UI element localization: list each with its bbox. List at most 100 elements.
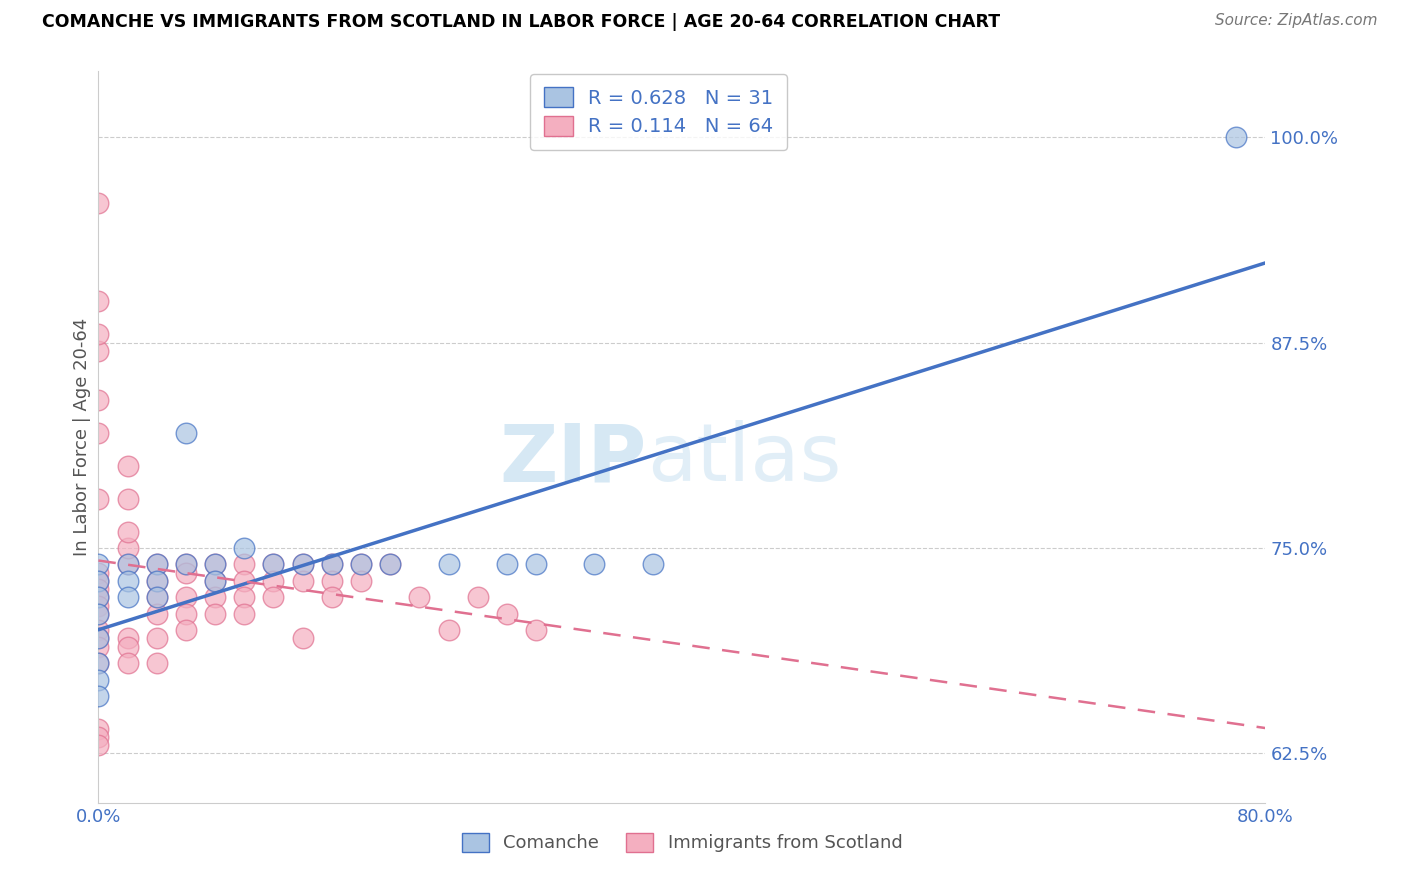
Point bbox=[117, 541, 139, 555]
Legend: Comanche, Immigrants from Scotland: Comanche, Immigrants from Scotland bbox=[454, 826, 910, 860]
Point bbox=[87, 632, 110, 646]
Point bbox=[1225, 130, 1247, 145]
Point bbox=[641, 558, 664, 572]
Point bbox=[87, 656, 110, 670]
Point bbox=[146, 558, 169, 572]
Point bbox=[117, 632, 139, 646]
Point bbox=[524, 624, 547, 638]
Point bbox=[321, 558, 343, 572]
Text: COMANCHE VS IMMIGRANTS FROM SCOTLAND IN LABOR FORCE | AGE 20-64 CORRELATION CHAR: COMANCHE VS IMMIGRANTS FROM SCOTLAND IN … bbox=[42, 13, 1000, 31]
Point bbox=[87, 574, 110, 588]
Point bbox=[87, 624, 110, 638]
Point bbox=[146, 607, 169, 621]
Point bbox=[87, 599, 110, 613]
Point bbox=[87, 640, 110, 654]
Point bbox=[321, 591, 343, 605]
Point bbox=[87, 689, 110, 703]
Point bbox=[174, 558, 197, 572]
Point bbox=[291, 632, 314, 646]
Text: atlas: atlas bbox=[647, 420, 841, 498]
Point bbox=[87, 632, 110, 646]
Point bbox=[87, 739, 110, 753]
Point bbox=[262, 558, 284, 572]
Point bbox=[117, 524, 139, 539]
Point bbox=[87, 327, 110, 342]
Point bbox=[291, 558, 314, 572]
Point bbox=[350, 558, 373, 572]
Point bbox=[146, 632, 169, 646]
Point bbox=[117, 591, 139, 605]
Point bbox=[146, 558, 169, 572]
Point bbox=[87, 294, 110, 309]
Point bbox=[204, 558, 226, 572]
Point bbox=[117, 640, 139, 654]
Point bbox=[233, 541, 256, 555]
Point bbox=[204, 558, 226, 572]
Point bbox=[87, 491, 110, 506]
Point bbox=[87, 591, 110, 605]
Point bbox=[233, 558, 256, 572]
Point bbox=[380, 558, 402, 572]
Point bbox=[117, 574, 139, 588]
Point bbox=[496, 558, 519, 572]
Text: ZIP: ZIP bbox=[499, 420, 647, 498]
Point bbox=[87, 607, 110, 621]
Point bbox=[291, 574, 314, 588]
Point bbox=[437, 558, 460, 572]
Point bbox=[583, 558, 606, 572]
Point bbox=[524, 558, 547, 572]
Point bbox=[87, 582, 110, 596]
Point bbox=[146, 574, 169, 588]
Point bbox=[87, 343, 110, 358]
Text: Source: ZipAtlas.com: Source: ZipAtlas.com bbox=[1215, 13, 1378, 29]
Point bbox=[87, 566, 110, 580]
Point bbox=[262, 591, 284, 605]
Point bbox=[291, 558, 314, 572]
Point bbox=[174, 591, 197, 605]
Point bbox=[117, 656, 139, 670]
Point bbox=[233, 591, 256, 605]
Point bbox=[204, 574, 226, 588]
Point bbox=[117, 458, 139, 473]
Point bbox=[87, 393, 110, 408]
Point bbox=[174, 624, 197, 638]
Point bbox=[437, 624, 460, 638]
Point bbox=[408, 591, 430, 605]
Point bbox=[117, 558, 139, 572]
Point bbox=[321, 574, 343, 588]
Point bbox=[204, 607, 226, 621]
Point bbox=[146, 591, 169, 605]
Point bbox=[350, 574, 373, 588]
Point bbox=[262, 558, 284, 572]
Point bbox=[350, 558, 373, 572]
Point bbox=[380, 558, 402, 572]
Point bbox=[262, 574, 284, 588]
Point bbox=[87, 607, 110, 621]
Point bbox=[87, 730, 110, 744]
Point bbox=[146, 574, 169, 588]
Point bbox=[87, 591, 110, 605]
Point bbox=[87, 673, 110, 687]
Point bbox=[146, 656, 169, 670]
Point bbox=[174, 558, 197, 572]
Point bbox=[87, 656, 110, 670]
Point bbox=[87, 195, 110, 210]
Point bbox=[87, 722, 110, 736]
Point bbox=[321, 558, 343, 572]
Point bbox=[87, 574, 110, 588]
Point bbox=[117, 491, 139, 506]
Y-axis label: In Labor Force | Age 20-64: In Labor Force | Age 20-64 bbox=[73, 318, 91, 557]
Point bbox=[174, 566, 197, 580]
Point bbox=[174, 607, 197, 621]
Point bbox=[467, 591, 489, 605]
Point bbox=[204, 591, 226, 605]
Point bbox=[233, 574, 256, 588]
Point bbox=[496, 607, 519, 621]
Point bbox=[204, 574, 226, 588]
Point bbox=[174, 425, 197, 440]
Point bbox=[233, 607, 256, 621]
Point bbox=[146, 591, 169, 605]
Point bbox=[87, 425, 110, 440]
Point bbox=[117, 558, 139, 572]
Point bbox=[87, 837, 110, 851]
